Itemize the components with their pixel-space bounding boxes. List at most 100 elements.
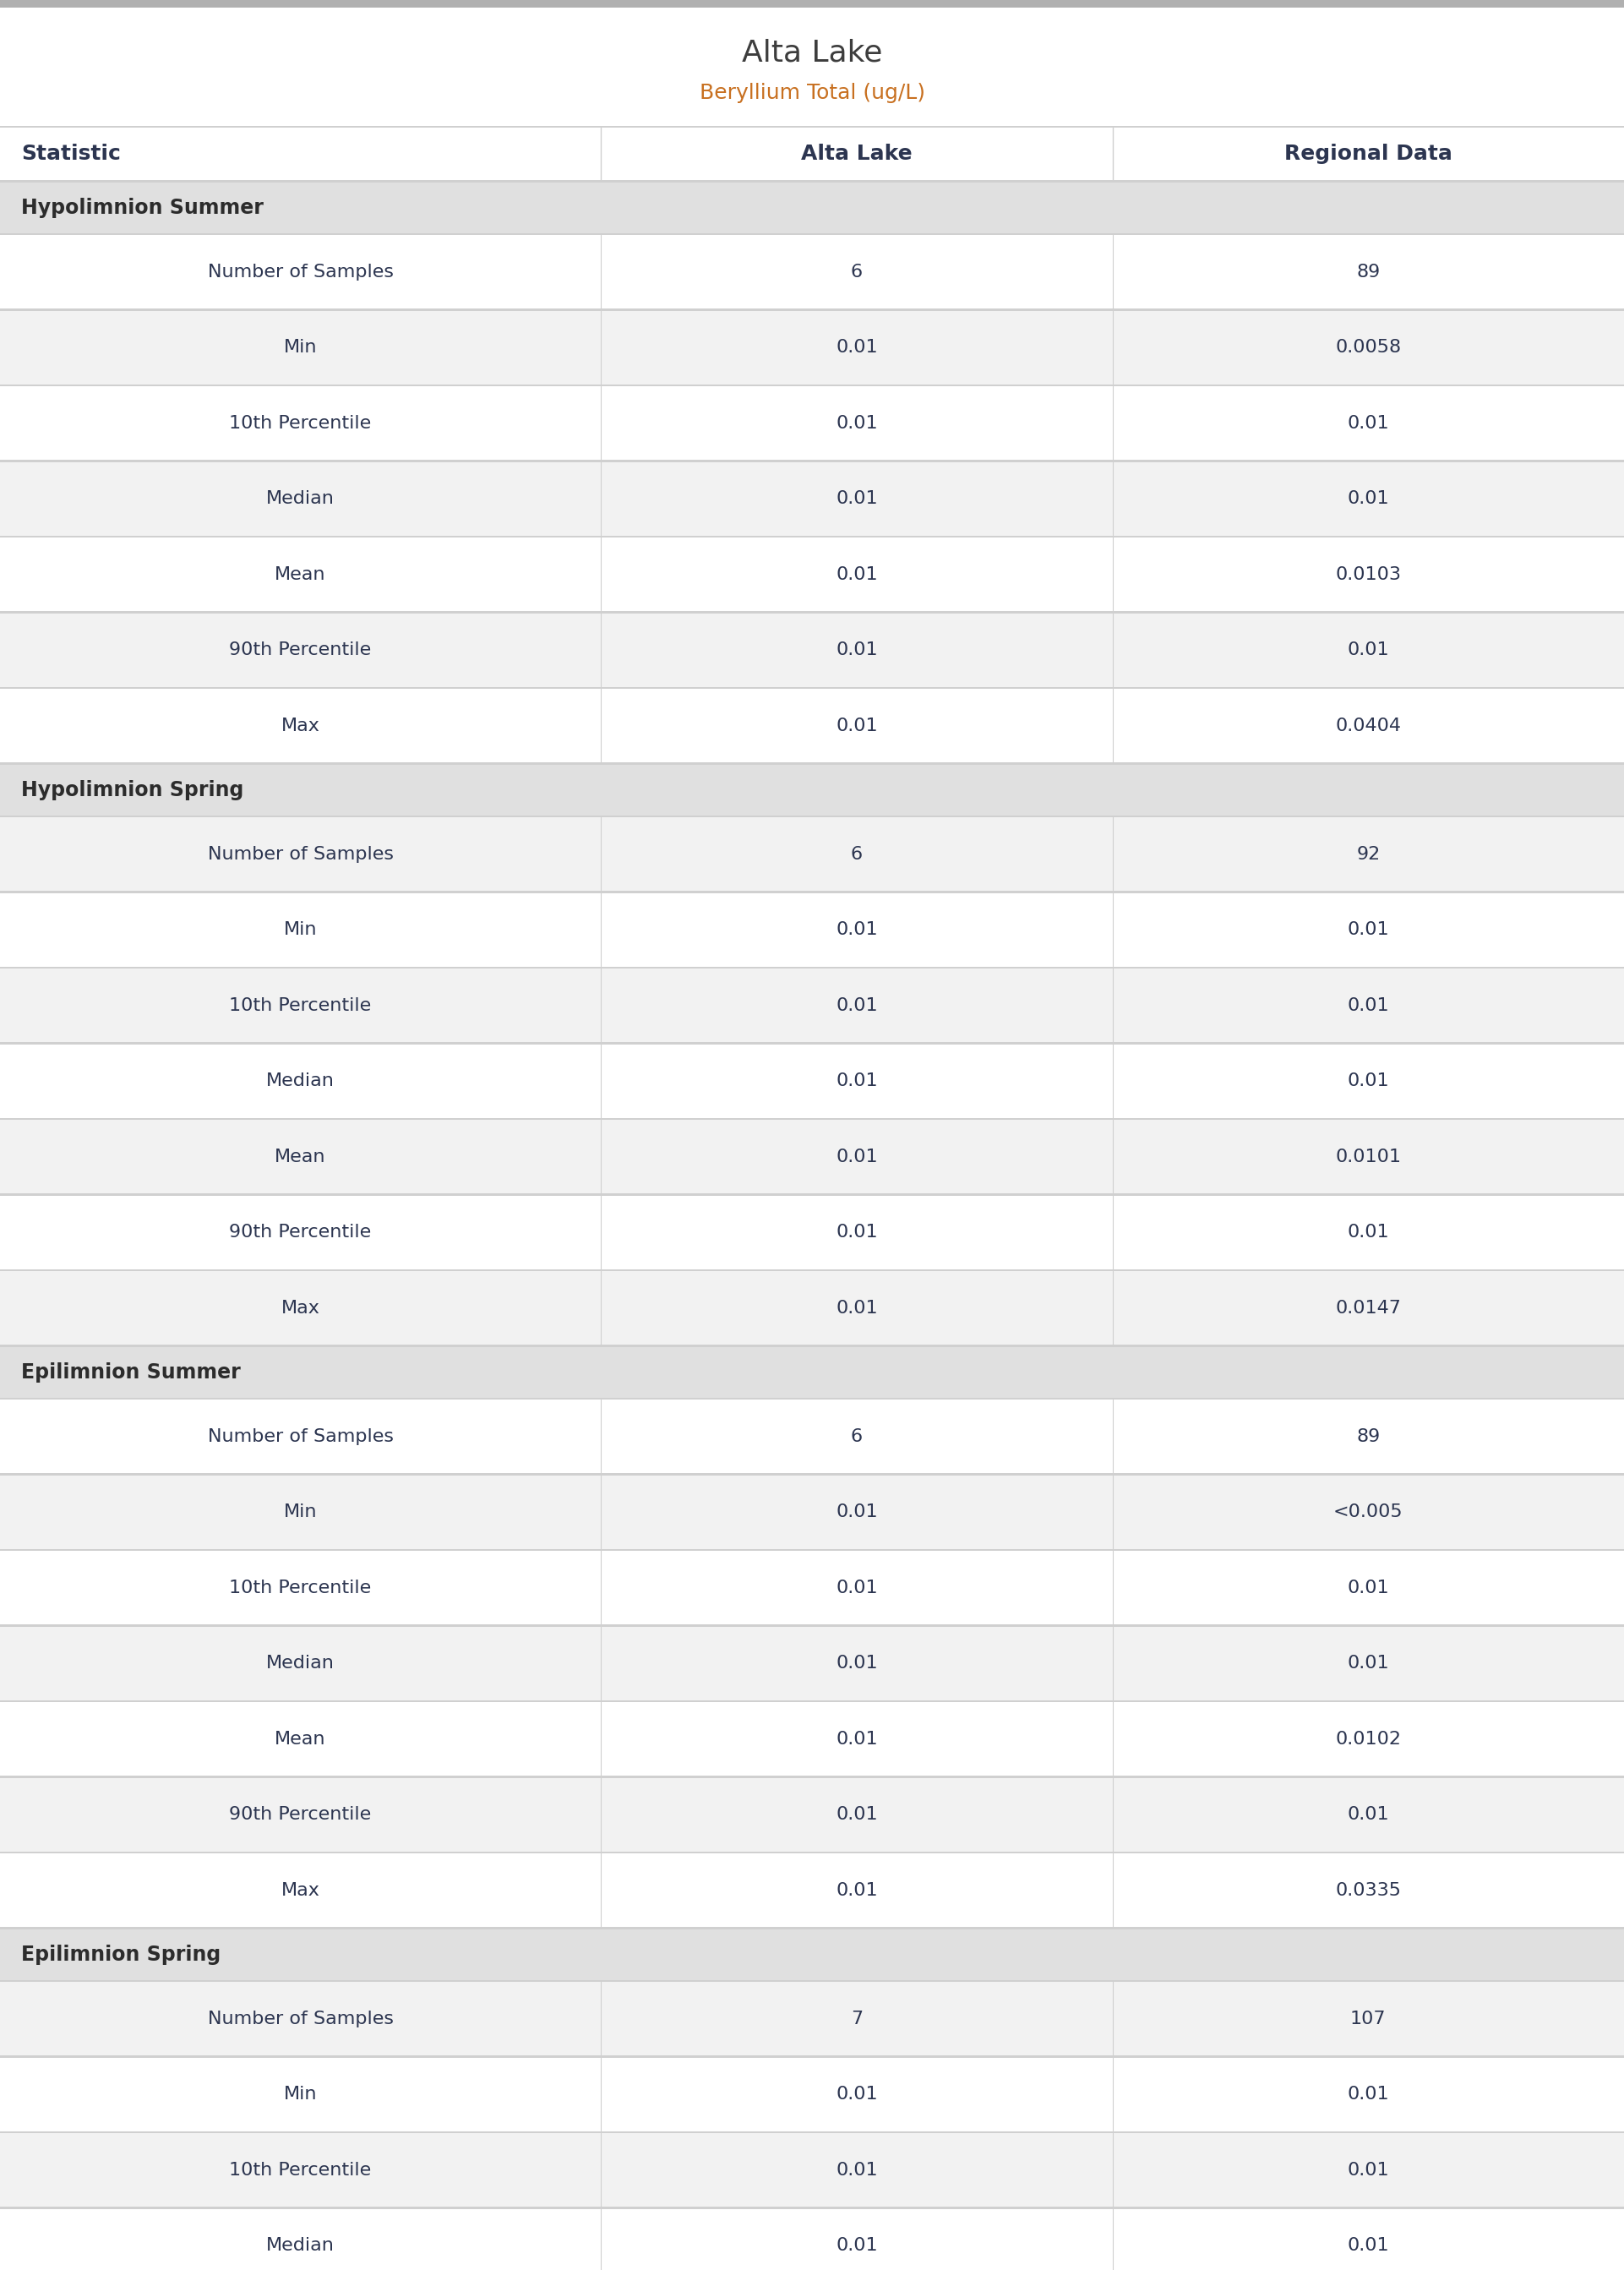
Bar xyxy=(0,463,1624,536)
Text: 0.01: 0.01 xyxy=(836,1224,877,1242)
Bar xyxy=(0,1777,1624,1852)
Text: 0.01: 0.01 xyxy=(836,717,877,735)
Text: 0.01: 0.01 xyxy=(836,338,877,356)
Bar xyxy=(0,2134,1624,2206)
Text: Number of Samples: Number of Samples xyxy=(208,847,393,863)
Bar xyxy=(0,236,1624,309)
Text: Number of Samples: Number of Samples xyxy=(208,263,393,281)
Text: Hypolimnion Spring: Hypolimnion Spring xyxy=(21,781,244,801)
Text: 0.01: 0.01 xyxy=(836,997,877,1015)
Text: Mean: Mean xyxy=(274,1730,326,1748)
Text: 0.01: 0.01 xyxy=(1348,1580,1389,1596)
Text: 90th Percentile: 90th Percentile xyxy=(229,642,372,658)
Bar xyxy=(0,2059,1624,2132)
Text: Max: Max xyxy=(281,1882,320,1900)
Text: 0.01: 0.01 xyxy=(1348,997,1389,1015)
Text: 90th Percentile: 90th Percentile xyxy=(229,1224,372,1242)
Text: Min: Min xyxy=(284,922,317,938)
Text: 90th Percentile: 90th Percentile xyxy=(229,1807,372,1823)
Bar xyxy=(0,969,1624,1042)
Bar xyxy=(0,311,1624,384)
Text: Min: Min xyxy=(284,1505,317,1521)
Text: Max: Max xyxy=(281,1301,320,1317)
Text: Beryllium Total (ug/L): Beryllium Total (ug/L) xyxy=(700,82,924,102)
Text: 0.01: 0.01 xyxy=(1348,922,1389,938)
Bar xyxy=(0,538,1624,611)
Bar xyxy=(0,1628,1624,1700)
Text: 107: 107 xyxy=(1350,2011,1387,2027)
Text: 0.01: 0.01 xyxy=(1348,642,1389,658)
Text: 89: 89 xyxy=(1356,1428,1380,1446)
Text: 89: 89 xyxy=(1356,263,1380,281)
Text: 0.01: 0.01 xyxy=(836,2086,877,2102)
Text: 7: 7 xyxy=(851,2011,862,2027)
Text: 0.01: 0.01 xyxy=(836,1807,877,1823)
Bar xyxy=(0,1044,1624,1119)
Bar xyxy=(0,817,1624,892)
Text: Alta Lake: Alta Lake xyxy=(801,143,913,163)
Text: Median: Median xyxy=(266,1074,335,1090)
Text: 0.01: 0.01 xyxy=(1348,1074,1389,1090)
Text: Alta Lake: Alta Lake xyxy=(742,39,882,66)
Bar xyxy=(0,1550,1624,1625)
Bar xyxy=(0,613,1624,688)
Text: <0.005: <0.005 xyxy=(1333,1505,1403,1521)
Text: Median: Median xyxy=(266,490,335,508)
Text: 6: 6 xyxy=(851,847,862,863)
Bar xyxy=(0,1196,1624,1269)
Text: Median: Median xyxy=(266,2238,335,2254)
Bar xyxy=(0,690,1624,763)
Text: 10th Percentile: 10th Percentile xyxy=(229,2161,372,2179)
Text: 6: 6 xyxy=(851,263,862,281)
Text: 0.01: 0.01 xyxy=(1348,1655,1389,1673)
Text: 0.01: 0.01 xyxy=(836,1580,877,1596)
Text: Hypolimnion Summer: Hypolimnion Summer xyxy=(21,197,263,218)
Text: Statistic: Statistic xyxy=(21,143,120,163)
Bar xyxy=(0,127,1624,179)
Bar xyxy=(0,1702,1624,1775)
Bar xyxy=(0,182,1624,234)
Text: 0.01: 0.01 xyxy=(1348,2086,1389,2102)
Bar xyxy=(0,1982,1624,2057)
Text: Epilimnion Spring: Epilimnion Spring xyxy=(21,1945,221,1966)
Text: Number of Samples: Number of Samples xyxy=(208,1428,393,1446)
Text: Min: Min xyxy=(284,2086,317,2102)
Text: 0.01: 0.01 xyxy=(836,1882,877,1900)
Text: 0.0147: 0.0147 xyxy=(1335,1301,1402,1317)
Text: Mean: Mean xyxy=(274,565,326,583)
Text: Mean: Mean xyxy=(274,1149,326,1165)
Text: 0.01: 0.01 xyxy=(836,415,877,431)
Text: 0.01: 0.01 xyxy=(1348,2238,1389,2254)
Bar xyxy=(0,765,1624,815)
Text: 0.01: 0.01 xyxy=(836,1730,877,1748)
Text: Regional Data: Regional Data xyxy=(1285,143,1452,163)
Text: 0.0058: 0.0058 xyxy=(1335,338,1402,356)
Text: 10th Percentile: 10th Percentile xyxy=(229,1580,372,1596)
Text: 10th Percentile: 10th Percentile xyxy=(229,415,372,431)
Text: 6: 6 xyxy=(851,1428,862,1446)
Text: 0.01: 0.01 xyxy=(836,2238,877,2254)
Text: 0.0103: 0.0103 xyxy=(1335,565,1402,583)
Bar xyxy=(0,0,1624,7)
Bar xyxy=(0,1401,1624,1473)
Text: 0.01: 0.01 xyxy=(836,1301,877,1317)
Text: 0.01: 0.01 xyxy=(836,490,877,508)
Text: 0.01: 0.01 xyxy=(836,642,877,658)
Text: 0.01: 0.01 xyxy=(836,1074,877,1090)
Bar xyxy=(0,1119,1624,1194)
Text: Median: Median xyxy=(266,1655,335,1673)
Text: Max: Max xyxy=(281,717,320,735)
Text: 0.01: 0.01 xyxy=(1348,1807,1389,1823)
Bar xyxy=(0,2209,1624,2270)
Bar xyxy=(0,1930,1624,1979)
Text: 0.01: 0.01 xyxy=(1348,2161,1389,2179)
Bar xyxy=(0,1271,1624,1346)
Bar xyxy=(0,1346,1624,1398)
Text: Min: Min xyxy=(284,338,317,356)
Text: 0.01: 0.01 xyxy=(836,1655,877,1673)
Text: 0.0335: 0.0335 xyxy=(1335,1882,1402,1900)
Text: 0.01: 0.01 xyxy=(836,565,877,583)
Bar xyxy=(0,1855,1624,1927)
Text: 0.01: 0.01 xyxy=(1348,490,1389,508)
Text: 0.01: 0.01 xyxy=(836,922,877,938)
